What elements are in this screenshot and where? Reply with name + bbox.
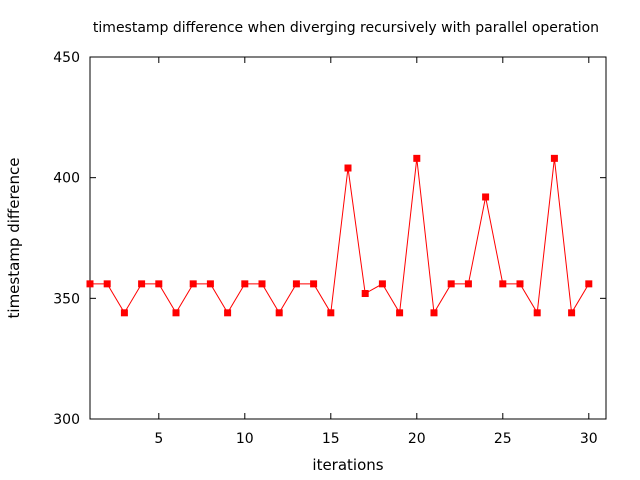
data-point [120, 309, 128, 317]
y-tick-label: 400 [53, 171, 80, 187]
data-point [155, 280, 163, 288]
data-point [310, 280, 318, 288]
data-point [482, 193, 490, 201]
x-tick-label: 10 [236, 431, 254, 447]
data-point [327, 309, 335, 317]
data-point [344, 164, 352, 172]
series-line [86, 154, 593, 317]
y-tick-label: 450 [53, 50, 80, 66]
data-point [550, 154, 558, 162]
data-point [430, 309, 438, 317]
y-tick-label: 350 [53, 291, 80, 307]
data-point [292, 280, 300, 288]
data-point [568, 309, 576, 317]
data-point [533, 309, 541, 317]
x-tick-label: 25 [494, 431, 512, 447]
data-point [224, 309, 232, 317]
data-point [241, 280, 249, 288]
series-polyline [90, 158, 590, 315]
data-point [86, 280, 94, 288]
y-axis-label: timestamp difference [5, 158, 23, 319]
x-axis: 5 10 15 20 25 30 [154, 57, 598, 447]
data-point [172, 309, 180, 317]
data-point [585, 280, 593, 288]
data-point [378, 280, 386, 288]
data-point [275, 309, 283, 317]
data-point [361, 290, 369, 298]
data-point [206, 280, 214, 288]
data-point [516, 280, 524, 288]
y-tick-label: 300 [53, 412, 80, 428]
plot-area-frame [89, 56, 607, 420]
x-tick-label: 30 [580, 431, 598, 447]
data-point [138, 280, 146, 288]
data-point [258, 280, 266, 288]
chart-title: timestamp difference when diverging recu… [93, 20, 599, 36]
x-tick-label: 15 [322, 431, 340, 447]
data-point [189, 280, 197, 288]
data-point [396, 309, 404, 317]
data-point [447, 280, 455, 288]
x-tick-label: 5 [154, 431, 163, 447]
data-point [464, 280, 472, 288]
data-point [413, 154, 421, 162]
x-axis-label: iterations [312, 456, 383, 474]
data-point [499, 280, 507, 288]
y-axis: 300 350 400 450 [53, 50, 606, 428]
data-point [103, 280, 111, 288]
x-tick-label: 20 [408, 431, 426, 447]
